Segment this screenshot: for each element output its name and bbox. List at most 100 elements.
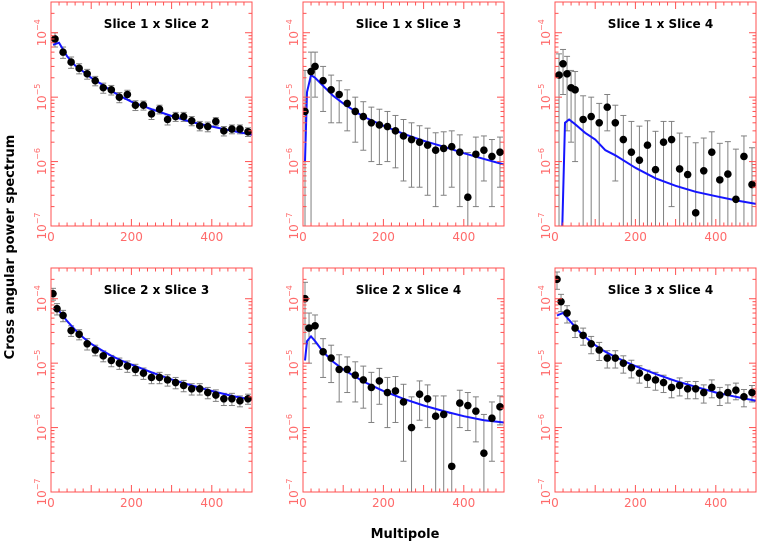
plot-area	[303, 281, 504, 492]
data-point	[563, 70, 571, 78]
panel-title: Slice 2 x Slice 3	[104, 283, 209, 297]
data-point	[75, 64, 83, 73]
y-tick-label: 10−7	[537, 212, 553, 239]
y-tick-label: 10−4	[285, 285, 301, 312]
data-point	[220, 127, 228, 135]
data-point	[643, 373, 652, 382]
data-point	[472, 407, 480, 415]
data-point	[691, 384, 700, 393]
data-point	[327, 354, 335, 362]
tick-exponent: −5	[33, 84, 42, 96]
tick-base: 10	[539, 160, 553, 175]
y-tick-label: 10−7	[285, 478, 301, 505]
data-point	[359, 112, 368, 121]
y-tick-label: 10−6	[285, 414, 301, 441]
y-tick-label: 10−7	[285, 212, 301, 239]
data-point	[51, 289, 57, 298]
y-tick-label: 10−4	[33, 19, 49, 46]
data-point	[319, 348, 327, 356]
data-point	[67, 58, 75, 66]
tick-exponent: −6	[33, 148, 42, 160]
axes-frame	[554, 1, 757, 227]
data-point	[555, 71, 563, 79]
data-point	[236, 397, 244, 405]
data-point	[423, 141, 432, 149]
data-point	[351, 107, 360, 116]
data-point	[399, 132, 408, 140]
data-point	[83, 70, 91, 78]
data-point	[139, 101, 148, 110]
y-tick-label: 10−5	[33, 350, 49, 377]
x-tick-label: 200	[624, 496, 647, 510]
y-tick-label: 10−5	[285, 84, 301, 111]
panel-title: Slice 1 x Slice 4	[608, 17, 713, 31]
tick-exponent: −4	[33, 285, 42, 297]
axes-frame	[554, 267, 757, 493]
tick-base: 10	[35, 490, 49, 505]
panel-title: Slice 3 x Slice 4	[608, 283, 713, 297]
data-point	[147, 110, 156, 118]
data-point	[732, 195, 740, 204]
tick-base: 10	[35, 426, 49, 441]
tick-exponent: −7	[33, 478, 42, 490]
tick-exponent: −4	[33, 19, 42, 31]
data-point	[407, 135, 416, 144]
model-line	[52, 307, 252, 401]
data-point	[587, 112, 595, 121]
data-point	[212, 391, 220, 399]
axes-frame	[50, 1, 253, 227]
data-point	[595, 118, 604, 127]
tick-exponent: −6	[285, 414, 294, 426]
data-point	[611, 354, 620, 362]
data-point	[627, 148, 636, 156]
data-point	[455, 399, 464, 407]
tick-exponent: −5	[537, 84, 546, 96]
data-point	[563, 309, 571, 317]
data-point	[724, 388, 732, 397]
y-tick-label: 10−6	[537, 148, 553, 175]
plot-area	[51, 287, 252, 408]
panel-title: Slice 1 x Slice 2	[104, 17, 209, 31]
tick-exponent: −6	[537, 148, 546, 160]
data-point	[67, 326, 75, 335]
tick-base: 10	[287, 31, 301, 46]
x-tick-label: 200	[372, 496, 395, 510]
x-tick-label: 400	[200, 230, 223, 244]
tick-base: 10	[539, 31, 553, 46]
y-tick-label: 10−6	[33, 148, 49, 175]
data-point	[480, 449, 488, 458]
tick-exponent: −7	[33, 212, 42, 224]
data-point	[327, 86, 335, 94]
data-point	[455, 148, 464, 156]
data-point	[228, 394, 236, 403]
tick-base: 10	[35, 95, 49, 110]
tick-base: 10	[287, 95, 301, 110]
data-point	[659, 378, 668, 387]
data-point	[53, 304, 61, 313]
data-point	[675, 165, 684, 173]
data-point	[203, 122, 212, 131]
data-point	[367, 118, 376, 127]
plot-area	[555, 48, 756, 226]
tick-base: 10	[35, 31, 49, 46]
x-tick-label: 400	[200, 496, 223, 510]
data-point	[619, 135, 628, 144]
y-tick-label: 10−4	[33, 285, 49, 312]
y-tick-label: 10−7	[33, 478, 49, 505]
data-point	[579, 331, 587, 340]
data-point	[571, 86, 579, 94]
data-point	[557, 297, 565, 306]
data-point	[724, 170, 732, 178]
data-point	[699, 166, 708, 175]
data-point	[91, 346, 100, 354]
data-point	[667, 135, 676, 144]
x-tick-label: 400	[704, 230, 727, 244]
data-point	[587, 339, 595, 348]
data-point	[91, 76, 100, 85]
x-tick-label: 400	[704, 496, 727, 510]
data-point	[179, 112, 188, 121]
tick-base: 10	[35, 361, 49, 376]
